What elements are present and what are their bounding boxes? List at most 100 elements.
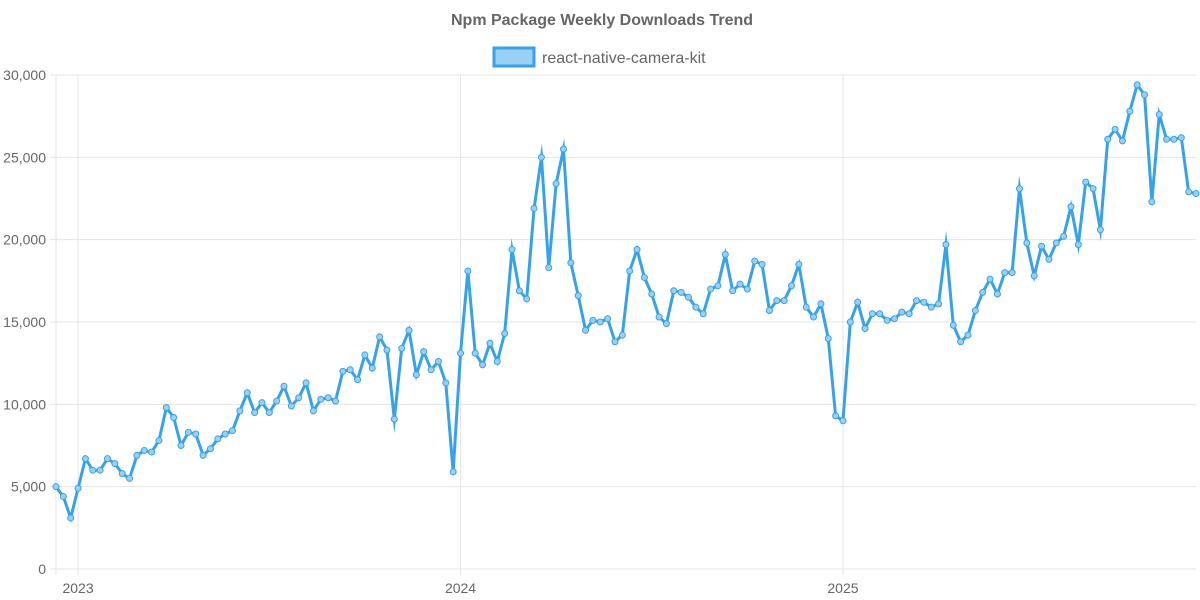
data-point[interactable] (736, 280, 744, 288)
data-point[interactable] (773, 297, 781, 305)
data-point[interactable] (1133, 81, 1141, 89)
data-point[interactable] (935, 300, 943, 308)
data-point[interactable] (331, 397, 339, 405)
data-point[interactable] (905, 310, 913, 318)
data-point[interactable] (324, 394, 332, 402)
data-point[interactable] (81, 455, 89, 463)
data-point[interactable] (346, 366, 354, 374)
data-point[interactable] (140, 446, 148, 454)
data-point[interactable] (1177, 134, 1185, 142)
data-point[interactable] (390, 415, 398, 423)
data-point[interactable] (1185, 188, 1193, 196)
data-point[interactable] (810, 313, 818, 321)
data-point[interactable] (317, 395, 325, 403)
data-point[interactable] (155, 437, 163, 445)
data-point[interactable] (295, 394, 303, 402)
data-point[interactable] (515, 287, 523, 295)
data-point[interactable] (685, 293, 693, 301)
data-point[interactable] (464, 267, 472, 275)
data-point[interactable] (1045, 255, 1053, 263)
data-point[interactable] (1111, 125, 1119, 133)
data-point[interactable] (971, 306, 979, 314)
data-point[interactable] (339, 367, 347, 375)
data-point[interactable] (103, 455, 111, 463)
data-point[interactable] (949, 321, 957, 329)
data-point[interactable] (508, 246, 516, 254)
data-point[interactable] (765, 306, 773, 314)
legend[interactable]: react-native-camera-kit (492, 46, 706, 68)
data-point[interactable] (692, 303, 700, 311)
data-point[interactable] (493, 358, 501, 366)
data-point[interactable] (354, 376, 362, 384)
data-point[interactable] (648, 290, 656, 298)
data-point[interactable] (743, 285, 751, 293)
data-point[interactable] (1163, 135, 1171, 143)
data-point[interactable] (699, 310, 707, 318)
data-point[interactable] (1001, 269, 1009, 277)
data-point[interactable] (376, 333, 384, 341)
data-point[interactable] (721, 250, 729, 258)
data-point[interactable] (1082, 178, 1090, 186)
data-point[interactable] (258, 399, 266, 407)
data-point[interactable] (589, 316, 597, 324)
data-point[interactable] (471, 349, 479, 357)
data-point[interactable] (559, 145, 567, 153)
data-point[interactable] (427, 366, 435, 374)
data-point[interactable] (979, 288, 987, 296)
data-point[interactable] (273, 397, 281, 405)
data-point[interactable] (74, 484, 82, 492)
data-point[interactable] (795, 260, 803, 268)
data-point[interactable] (787, 282, 795, 290)
data-point[interactable] (192, 430, 200, 438)
data-point[interactable] (1096, 226, 1104, 234)
data-point[interactable] (133, 451, 141, 459)
data-point[interactable] (126, 474, 134, 482)
data-point[interactable] (501, 330, 509, 338)
data-point[interactable] (662, 320, 670, 328)
data-point[interactable] (523, 295, 531, 303)
data-point[interactable] (229, 427, 237, 435)
data-point[interactable] (1015, 185, 1023, 193)
data-point[interactable] (545, 264, 553, 272)
data-point[interactable] (118, 469, 126, 477)
data-point[interactable] (111, 460, 119, 468)
data-point[interactable] (251, 409, 259, 417)
data-point[interactable] (714, 282, 722, 290)
data-point[interactable] (1104, 135, 1112, 143)
data-point[interactable] (890, 315, 898, 323)
data-point[interactable] (993, 290, 1001, 298)
data-point[interactable] (802, 303, 810, 311)
data-point[interactable] (846, 318, 854, 326)
data-point[interactable] (552, 180, 560, 188)
data-point[interactable] (758, 260, 766, 268)
data-point[interactable] (434, 358, 442, 366)
data-point[interactable] (96, 466, 104, 474)
data-point[interactable] (449, 468, 457, 476)
data-point[interactable] (729, 287, 737, 295)
data-point[interactable] (839, 417, 847, 425)
data-point[interactable] (442, 379, 450, 387)
data-point[interactable] (582, 326, 590, 334)
data-point[interactable] (670, 287, 678, 295)
data-point[interactable] (1008, 269, 1016, 277)
data-point[interactable] (927, 303, 935, 311)
data-point[interactable] (221, 430, 229, 438)
data-point[interactable] (677, 288, 685, 296)
data-point[interactable] (405, 326, 413, 334)
data-point[interactable] (942, 241, 950, 249)
data-point[interactable] (302, 379, 310, 387)
data-point[interactable] (986, 275, 994, 283)
data-point[interactable] (817, 300, 825, 308)
data-point[interactable] (243, 389, 251, 397)
data-point[interactable] (964, 331, 972, 339)
data-point[interactable] (486, 339, 494, 347)
data-point[interactable] (309, 407, 317, 415)
data-point[interactable] (611, 338, 619, 346)
data-point[interactable] (265, 409, 273, 417)
data-point[interactable] (567, 259, 575, 267)
data-point[interactable] (1148, 198, 1156, 206)
data-point[interactable] (67, 514, 75, 522)
data-point[interactable] (162, 404, 170, 412)
data-point[interactable] (59, 493, 67, 501)
data-point[interactable] (618, 331, 626, 339)
